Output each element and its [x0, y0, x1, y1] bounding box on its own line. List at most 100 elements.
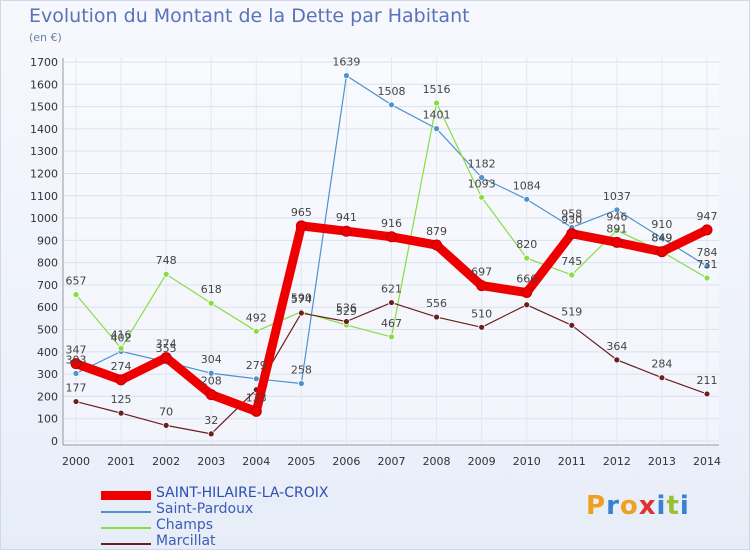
data-point: [523, 301, 531, 309]
data-label: 284: [651, 358, 672, 371]
data-label: 303: [66, 353, 87, 366]
data-label: 355: [156, 342, 177, 355]
data-label: 258: [291, 363, 312, 376]
x-tick-label: 2004: [242, 455, 270, 468]
data-point: [340, 225, 352, 237]
y-tick-label: 700: [37, 279, 58, 292]
data-point: [611, 236, 623, 248]
data-point: [613, 226, 621, 234]
data-point: [160, 352, 172, 364]
chart-title: Evolution du Montant de la Dette par Hab…: [29, 5, 470, 27]
data-point: [478, 174, 486, 181]
data-label: 1084: [513, 179, 541, 192]
data-label: 666: [516, 273, 537, 286]
data-label: 402: [111, 331, 132, 344]
data-point: [115, 374, 127, 386]
data-label: 1516: [423, 83, 451, 96]
data-label: 1508: [378, 85, 406, 98]
legend-label: Champs: [156, 517, 214, 533]
data-label: 618: [201, 283, 222, 296]
data-point: [388, 333, 395, 341]
data-label: 965: [291, 206, 312, 219]
data-point: [250, 405, 262, 417]
data-point: [72, 398, 80, 405]
data-label: 621: [381, 283, 402, 296]
data-label: 177: [66, 382, 87, 395]
data-point: [252, 327, 260, 335]
data-label: 556: [426, 297, 447, 310]
data-point: [343, 318, 350, 325]
x-tick-label: 2006: [332, 455, 360, 468]
data-point: [703, 390, 711, 398]
data-point: [521, 287, 533, 299]
data-point: [162, 270, 170, 278]
data-point: [207, 299, 215, 307]
data-point: [297, 309, 305, 317]
data-point: [433, 99, 440, 107]
data-label: 279: [246, 359, 267, 372]
legend-swatch: [101, 491, 151, 500]
data-point: [431, 239, 443, 251]
data-point: [568, 321, 576, 329]
data-point: [566, 228, 578, 240]
data-label: 849: [651, 232, 672, 245]
unit-label: (en €): [29, 31, 62, 44]
y-tick-label: 1500: [30, 101, 58, 114]
y-tick-label: 1100: [30, 190, 58, 203]
y-tick-label: 200: [37, 390, 58, 403]
proxiti-logo: Proxiti: [586, 491, 690, 521]
data-label: 374: [156, 338, 177, 351]
data-label: 784: [697, 246, 718, 259]
data-label: 416: [111, 328, 132, 341]
y-tick-label: 1200: [30, 167, 58, 180]
x-tick-label: 2002: [152, 455, 180, 468]
data-label: 125: [111, 393, 132, 406]
x-tick-label: 2001: [107, 455, 135, 468]
data-point: [613, 206, 621, 214]
data-label: 574: [291, 293, 312, 306]
y-tick-label: 900: [37, 234, 58, 247]
data-point: [476, 280, 488, 292]
data-label: 731: [697, 258, 718, 271]
data-point: [205, 389, 217, 401]
data-label: 891: [606, 222, 627, 235]
data-label: 820: [516, 238, 537, 251]
data-point: [207, 430, 215, 438]
data-point: [701, 224, 713, 236]
data-point: [478, 323, 486, 331]
data-label: 211: [697, 374, 718, 387]
data-point: [388, 101, 395, 109]
data-label: 748: [156, 254, 177, 267]
legend-swatch: [101, 543, 151, 545]
data-point: [252, 375, 260, 383]
x-tick-label: 2014: [693, 455, 721, 468]
data-label: 657: [66, 275, 87, 288]
y-tick-label: 1400: [30, 123, 58, 136]
data-point: [656, 246, 668, 258]
legend-swatch: [101, 511, 151, 513]
data-label: 697: [471, 266, 492, 279]
data-label: 930: [561, 214, 582, 227]
data-label: 529: [336, 305, 357, 318]
data-label: 1093: [468, 177, 496, 190]
y-tick-label: 0: [51, 435, 58, 448]
data-point: [162, 421, 170, 429]
y-tick-label: 300: [37, 368, 58, 381]
x-tick-label: 2003: [197, 455, 225, 468]
data-label: 910: [651, 218, 672, 231]
y-tick-label: 1000: [30, 212, 58, 225]
data-point: [523, 254, 531, 262]
data-point: [297, 380, 305, 387]
data-point: [658, 374, 666, 382]
y-tick-label: 800: [37, 257, 58, 270]
data-point: [523, 195, 531, 203]
data-label: 208: [201, 375, 222, 388]
data-point: [703, 262, 711, 270]
data-point: [703, 274, 711, 282]
data-point: [658, 234, 666, 242]
data-label: 745: [561, 255, 582, 268]
data-label: 274: [111, 360, 132, 373]
x-tick-label: 2013: [648, 455, 676, 468]
